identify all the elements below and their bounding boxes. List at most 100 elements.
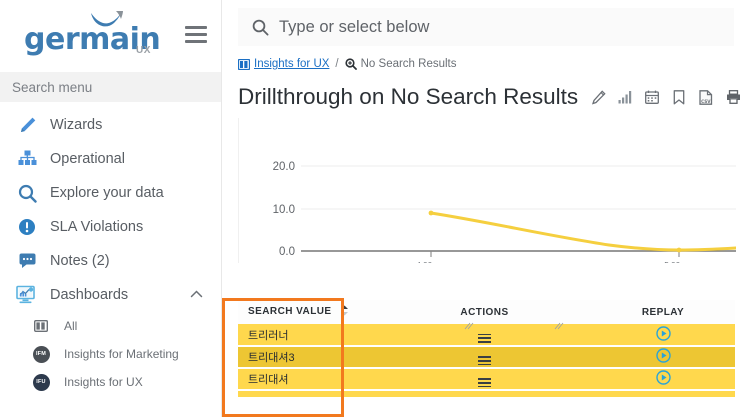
brand-header: germain UX — [0, 0, 221, 72]
column-header-label: ACTIONS — [460, 306, 509, 318]
logo-wordmark: germain — [24, 22, 161, 57]
pencil-icon — [14, 113, 40, 137]
page-title: Drillthrough on No Search Results — [238, 84, 579, 109]
sidebar-item-label: Explore your data — [50, 185, 164, 201]
cell-actions[interactable] — [378, 368, 591, 391]
y-tick-20: 20.0 — [273, 161, 295, 173]
export-csv-icon[interactable]: CSV — [698, 89, 714, 105]
sidebar: germain UX Search menu Wizards — [0, 0, 222, 417]
column-header-label: REPLAY — [641, 306, 685, 318]
search-placeholder: Type or select below — [279, 17, 430, 36]
calendar-icon[interactable] — [644, 89, 660, 105]
sidebar-item-label: Dashboards — [50, 287, 129, 303]
sidebar-subitem-insights-for-ux[interactable]: IFU Insights for UX — [0, 368, 221, 396]
sidebar-item-explore-your-data[interactable]: Explore your data — [0, 176, 221, 210]
badge-ifu: IFU — [32, 373, 50, 391]
dashboard-columns-icon — [238, 58, 250, 70]
chart-canvas: 20.0 10.0 0.0 4:00 am 5:00 am — [273, 161, 736, 263]
sidebar-item-sla-violations[interactable]: SLA Violations — [0, 210, 221, 244]
breadcrumb-separator: / — [335, 58, 339, 70]
search-menu-input[interactable]: Search menu — [0, 72, 221, 102]
play-circle-icon[interactable] — [655, 325, 671, 341]
column-resize-handle[interactable] — [464, 321, 476, 331]
cell-replay[interactable] — [591, 368, 735, 391]
data-point — [676, 247, 682, 253]
table-header-row: SEARCH VALUE ACTIONS — [238, 300, 735, 330]
cell-search-value: 트리대셔 — [238, 368, 378, 391]
breadcrumb: Insights for UX / No Search Results — [238, 55, 744, 73]
play-circle-icon[interactable] — [655, 348, 671, 363]
search-menu-placeholder: Search menu — [12, 79, 93, 95]
cell-replay[interactable] — [591, 346, 735, 369]
sidebar-item-label: Operational — [50, 151, 125, 167]
cell-replay[interactable] — [591, 324, 735, 347]
column-header-label: SEARCH VALUE — [248, 306, 332, 318]
columns-icon — [30, 316, 52, 336]
sidebar-item-wizards[interactable]: Wizards — [0, 108, 221, 142]
main-content: Type or select below Insights for UX / — [222, 0, 744, 417]
sidebar-item-notes[interactable]: Notes (2) — [0, 244, 221, 278]
cell-search-value: 트리대셔3 — [238, 346, 378, 369]
sidebar-subitem-label: Insights for Marketing — [64, 347, 179, 361]
logo-ux-suffix: UX — [136, 45, 151, 56]
table-body: 트리러너 — [238, 324, 735, 391]
x-tick-label-500am: 5:00 am — [664, 261, 694, 263]
series-line-no-search-results — [429, 211, 736, 252]
badge-icon: IFM — [30, 344, 52, 364]
list-lines-icon[interactable] — [478, 333, 491, 343]
sidebar-item-label: Wizards — [50, 117, 103, 133]
sidebar-item-label: Notes (2) — [50, 253, 110, 269]
sidebar-subitem-all[interactable]: All — [0, 312, 221, 340]
bookmark-icon[interactable] — [671, 89, 687, 105]
line-chart[interactable]: 20.0 10.0 0.0 4:00 am 5:00 am — [238, 118, 736, 263]
cell-search-value: 트리러너 — [238, 324, 378, 347]
breadcrumb-link-insights-for-ux[interactable]: Insights for UX — [254, 58, 330, 70]
search-plus-icon — [345, 58, 357, 70]
sidebar-subitem-insights-for-marketing[interactable]: IFM Insights for Marketing — [0, 340, 221, 368]
x-tick-label-400am: 4:00 am — [416, 261, 446, 263]
search-icon — [252, 19, 269, 36]
sidebar-item-label: SLA Violations — [50, 219, 144, 235]
badge-ifm: IFM — [32, 345, 50, 363]
hamburger-icon[interactable] — [185, 26, 207, 43]
sidebar-subitem-label: All — [64, 319, 78, 333]
svg-text:CSV: CSV — [701, 99, 711, 104]
list-lines-icon[interactable] — [478, 378, 491, 388]
germain-logo[interactable]: germain UX — [18, 8, 161, 64]
chevron-up-icon[interactable] — [190, 288, 203, 301]
data-point — [428, 210, 434, 216]
column-resize-handle[interactable] — [554, 321, 566, 331]
dashboard-monitor-icon — [14, 283, 40, 307]
alert-exclamation-icon — [14, 215, 40, 239]
y-tick-0: 0.0 — [279, 246, 295, 258]
comment-icon — [14, 249, 40, 273]
results-table: SEARCH VALUE ACTIONS — [238, 300, 735, 397]
sidebar-item-operational[interactable]: Operational — [0, 142, 221, 176]
table-row[interactable]: 트리러너 — [238, 324, 735, 347]
sidebar-subitem-label: Insights for UX — [64, 375, 143, 389]
y-tick-10: 10.0 — [273, 204, 295, 216]
sort-toggle-icon[interactable] — [340, 305, 349, 316]
breadcrumb-current: No Search Results — [360, 58, 457, 70]
logo-swoosh-icon — [91, 11, 123, 27]
column-header-search-value[interactable]: SEARCH VALUE — [238, 300, 378, 324]
bar-chart-icon[interactable] — [617, 89, 633, 105]
cell-actions[interactable] — [378, 324, 591, 347]
table-row[interactable]: 트리대셔 — [238, 368, 735, 391]
title-row: Drillthrough on No Search Results — [238, 82, 744, 112]
play-circle-icon[interactable] — [655, 370, 671, 385]
cell-actions[interactable] — [378, 346, 591, 369]
list-lines-icon[interactable] — [478, 356, 491, 366]
badge-icon: IFU — [30, 372, 52, 392]
table-row[interactable]: 트리대셔3 — [238, 346, 735, 369]
sitemap-icon — [14, 147, 40, 171]
sidebar-item-dashboards[interactable]: Dashboards — [0, 278, 221, 312]
magnifier-icon — [14, 181, 40, 205]
sidebar-nav: Wizards Operational — [0, 102, 221, 396]
print-icon[interactable] — [725, 89, 741, 105]
table-row-partial — [238, 391, 735, 397]
edit-pencil-icon[interactable] — [590, 89, 606, 105]
column-header-replay[interactable]: REPLAY — [591, 300, 735, 324]
search-input[interactable]: Type or select below — [238, 8, 734, 46]
column-header-actions[interactable]: ACTIONS — [378, 300, 591, 330]
